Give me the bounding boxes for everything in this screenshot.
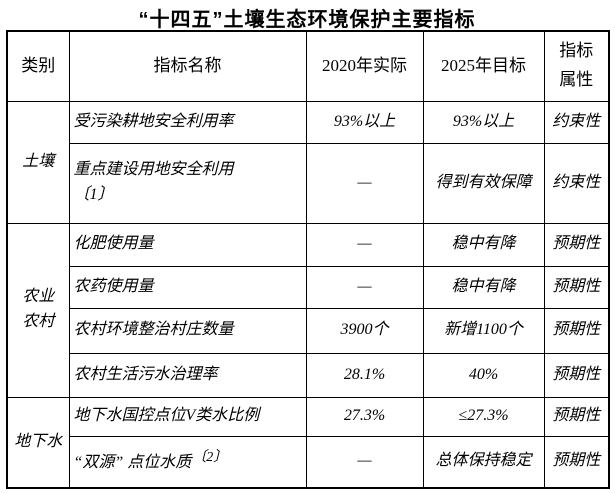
table-row: 农业 农村 化肥使用量 — 稳中有降 预期性 — [6, 222, 610, 398]
attribute-cell: 预期性 — [543, 435, 610, 489]
header-cell-indicator-name: 指标名称 — [68, 30, 307, 102]
table-row: 土壤 受污染耕地安全利用率 93%以上 93%以上 约束性 — [6, 100, 610, 224]
attribute-cell: 预期性 — [543, 222, 610, 267]
category-cell-agriculture-rural: 农业 农村 — [6, 222, 70, 398]
indicator-name-cell: 农村生活污水治理率 — [68, 352, 307, 398]
value-2025-cell: 93%以上 — [422, 100, 545, 144]
category-cell-soil: 土壤 — [6, 100, 70, 224]
header-cell-attribute: 指标 属性 — [543, 30, 610, 102]
table-row: 农药使用量 — 稳中有降 预期性 — [7, 265, 610, 309]
attribute-cell: 预期性 — [543, 396, 610, 437]
value-2020-cell: — — [305, 435, 424, 489]
value-2020-cell: 93%以上 — [305, 100, 424, 144]
header-cell-2020-actual: 2020年实际 — [305, 30, 424, 102]
attribute-cell: 预期性 — [543, 307, 610, 354]
indicators-table: 类别 指标名称 2020年实际 2025年目标 指标 属性 土壤 受污染耕地安全… — [6, 30, 610, 489]
indicator-name-cell: 地下水国控点位V类水比例 — [68, 396, 307, 437]
value-2025-cell: 稳中有降 — [422, 265, 545, 309]
indicator-name-cell: 化肥使用量 — [68, 222, 307, 267]
indicator-name-cell: 农药使用量 — [68, 265, 307, 309]
value-2020-cell: 27.3% — [305, 396, 424, 437]
table-row: 农村生活污水治理率 28.1% 40% 预期性 — [7, 352, 610, 398]
value-2020-cell: — — [305, 222, 424, 267]
value-2025-cell: 40% — [422, 352, 545, 398]
header-cell-category: 类别 — [6, 30, 70, 102]
header-cell-2025-target: 2025年目标 — [422, 30, 545, 102]
table-row: 农村环境整治村庄数量 3900个 新增1100个 预期性 — [7, 307, 610, 354]
indicator-name-cell: 农村环境整治村庄数量 — [68, 307, 307, 354]
value-2020-cell: 28.1% — [305, 352, 424, 398]
value-2025-cell: 新增1100个 — [422, 307, 545, 354]
header-row: 类别 指标名称 2020年实际 2025年目标 指标 属性 — [6, 30, 610, 102]
table-row: 地下水 地下水国控点位V类水比例 27.3% ≤27.3% 预期性 — [6, 396, 610, 489]
value-2025-cell: ≤27.3% — [422, 396, 545, 437]
value-2020-cell: 3900个 — [305, 307, 424, 354]
indicator-name-cell: 重点建设用地安全利用 〔1〕 — [68, 142, 307, 224]
indicator-name-cell: “双源” 点位水质〔2〕 — [68, 435, 307, 489]
footnote-2-superscript: 〔2〕 — [192, 450, 228, 466]
value-2025-cell: 稳中有降 — [422, 222, 545, 267]
value-2020-cell: — — [305, 265, 424, 309]
value-2025-cell: 总体保持稳定 — [422, 435, 545, 489]
value-2020-cell: — — [305, 142, 424, 224]
page-title: “十四五”土壤生态环境保护主要指标 — [138, 9, 476, 31]
attribute-cell: 约束性 — [543, 100, 610, 144]
category-cell-groundwater: 地下水 — [6, 396, 70, 489]
indicator-name-text: “双源” 点位水质 — [73, 454, 192, 472]
table-row: 重点建设用地安全利用 〔1〕 — 得到有效保障 约束性 — [7, 142, 610, 224]
indicator-name-cell: 受污染耕地安全利用率 — [68, 100, 307, 144]
attribute-cell: 预期性 — [543, 265, 610, 309]
table-row: “双源” 点位水质〔2〕 — 总体保持稳定 预期性 — [7, 435, 610, 489]
value-2025-cell: 得到有效保障 — [422, 142, 545, 224]
attribute-cell: 预期性 — [543, 352, 610, 398]
attribute-cell: 约束性 — [543, 142, 610, 224]
